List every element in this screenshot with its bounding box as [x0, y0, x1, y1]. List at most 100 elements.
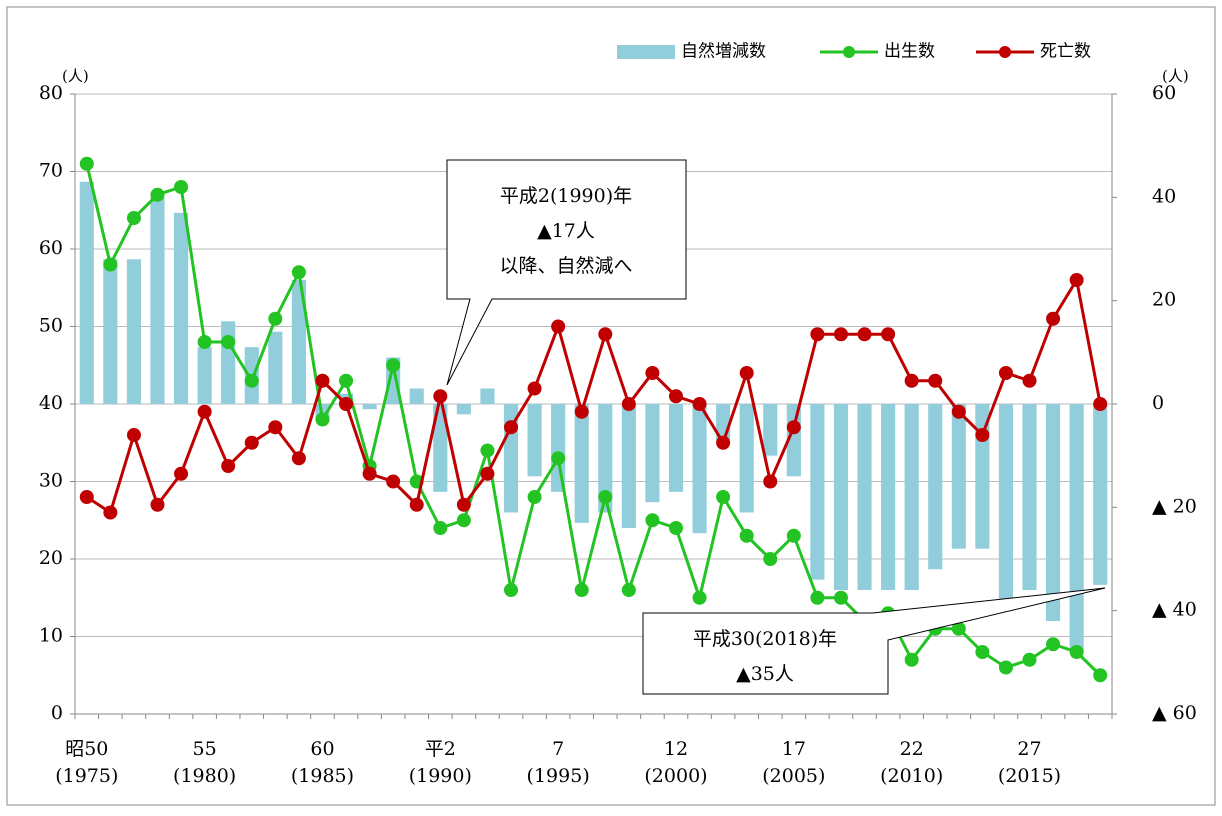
point [692, 590, 707, 605]
x-tick-label: 12 (2000) [644, 738, 708, 787]
point [904, 652, 919, 667]
legend-swatch [617, 45, 675, 59]
point [763, 552, 778, 566]
point [244, 373, 259, 388]
y2-unit: (人) [1162, 67, 1189, 85]
point [668, 389, 683, 404]
point [621, 397, 636, 411]
bar [645, 404, 660, 503]
point [456, 513, 471, 528]
bar [904, 404, 919, 590]
point [386, 358, 401, 373]
bar [173, 212, 189, 404]
y2-tick-label: 40 [1152, 185, 1176, 207]
point [126, 211, 141, 225]
bar [527, 404, 542, 477]
bar [197, 347, 212, 404]
point [174, 180, 189, 194]
bar [1022, 404, 1037, 590]
legend-swatch [999, 46, 1011, 58]
x-tick-label: 55 (1980) [173, 738, 237, 787]
point [551, 319, 566, 334]
point [551, 451, 566, 466]
bar [150, 197, 165, 404]
point [833, 327, 848, 342]
point [598, 327, 613, 342]
point [315, 412, 330, 427]
point [1093, 397, 1108, 411]
bar [739, 404, 754, 513]
y-tick-label: 0 [51, 702, 63, 724]
y2-tick-label: 0 [1152, 392, 1164, 414]
y-tick-label: 60 [39, 237, 63, 259]
point [786, 528, 801, 543]
point [998, 366, 1013, 380]
point [1046, 637, 1061, 652]
point [598, 490, 613, 504]
annotation: 平成30(2018)年 [693, 628, 837, 650]
bar [810, 404, 825, 580]
x-tick-label: 17 (2005) [762, 738, 826, 787]
point [79, 490, 94, 504]
point [221, 459, 236, 473]
point [174, 466, 189, 481]
bar [268, 331, 283, 404]
point [857, 327, 872, 342]
x-tick-label: 7 (1995) [526, 738, 590, 787]
point [150, 497, 165, 512]
annotation: ▲35人 [736, 663, 794, 685]
point [150, 187, 165, 202]
point [1093, 668, 1108, 683]
y-tick-label: 80 [39, 82, 63, 104]
bar [362, 404, 377, 410]
x-tick-label: 27 (2015) [997, 738, 1062, 787]
point [480, 443, 495, 458]
bar [433, 404, 448, 492]
point [244, 435, 259, 450]
point [504, 420, 519, 435]
y2-tick-label: ▲ 20 [1152, 495, 1197, 517]
point [527, 381, 542, 396]
point [103, 257, 118, 272]
annotation: 平成2(1990)年 [500, 185, 632, 207]
y-unit: (人) [62, 67, 89, 85]
point [1022, 373, 1037, 388]
bar [598, 404, 613, 513]
bar [928, 404, 943, 570]
callout [446, 159, 687, 386]
point [716, 490, 731, 504]
point [268, 420, 283, 435]
point [339, 397, 354, 411]
point [975, 428, 990, 442]
point [645, 513, 660, 528]
point [716, 435, 731, 450]
point [1069, 273, 1084, 287]
point [1046, 311, 1061, 326]
bar [1093, 404, 1108, 585]
point [810, 590, 825, 605]
bar [951, 404, 966, 549]
point [739, 528, 754, 543]
point [527, 490, 542, 504]
point [103, 505, 118, 520]
point [362, 466, 377, 481]
point [810, 327, 825, 342]
point [291, 265, 306, 280]
bar [456, 404, 471, 415]
point [1069, 645, 1084, 659]
point [668, 521, 683, 535]
legend-label: 出生数 [884, 42, 935, 62]
y-tick-label: 40 [39, 392, 63, 414]
y-tick-label: 10 [39, 625, 63, 647]
y-tick-label: 30 [39, 470, 63, 492]
point [409, 497, 424, 512]
point [79, 156, 94, 171]
y-tick-label: 20 [39, 547, 63, 569]
point [291, 451, 306, 466]
bar [126, 259, 141, 404]
y2-tick-label: 60 [1152, 82, 1176, 104]
point [786, 420, 801, 435]
point [574, 404, 589, 419]
